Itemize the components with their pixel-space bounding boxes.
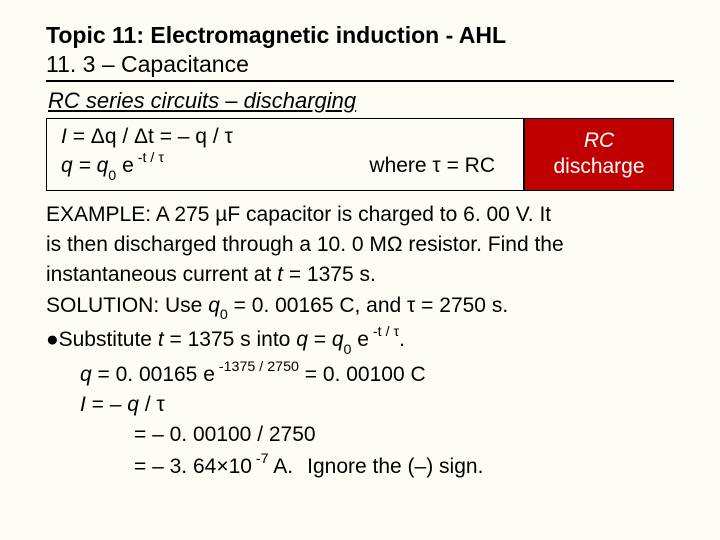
formula-line-1: I = Δq / Δt = – q / τ <box>61 123 513 151</box>
section-heading: RC series circuits – discharging <box>46 88 674 114</box>
page-title: Topic 11: Electromagnetic induction - AH… <box>46 22 674 49</box>
ignore-note: Ignore the (–) sign. <box>307 453 483 481</box>
formula-exp: -t / τ <box>134 150 164 166</box>
rc-discharge-box: RC discharge <box>524 118 674 191</box>
substitute-line: ●Substitute t = 1375 s into q = q0 e -t … <box>46 325 674 357</box>
rc-line1: RC <box>584 128 614 154</box>
calc-line-4: = – 3. 64×10 -7 A. Ignore the (–) sign. <box>46 452 674 481</box>
formula-row: I = Δq / Δt = – q / τ q = q0 e -t / τ wh… <box>46 118 674 191</box>
calc-line-1: q = 0. 00165 e -1375 / 2750 = 0. 00100 C <box>46 360 674 389</box>
formula-q: q = q <box>61 154 108 177</box>
formula-where: where τ = RC <box>369 152 495 180</box>
page-subtitle: 11. 3 – Capacitance <box>46 51 674 82</box>
rc-line2: discharge <box>553 154 644 180</box>
formula-q-sub: 0 <box>108 168 116 184</box>
formula-box: I = Δq / Δt = – q / τ q = q0 e -t / τ wh… <box>46 118 524 191</box>
formula-i: I <box>61 125 67 148</box>
formula-eq1: = Δq / Δt = – q / τ <box>73 125 233 148</box>
example-line-2: is then discharged through a 10. 0 MΩ re… <box>46 231 674 259</box>
calc-line-2: I = – q / τ <box>46 391 674 419</box>
calc-line-3: = – 0. 00100 / 2750 <box>46 421 674 449</box>
formula-e: e <box>116 154 134 177</box>
example-line-3: instantaneous current at t = 1375 s. <box>46 261 674 289</box>
example-body: EXAMPLE: A 275 µF capacitor is charged t… <box>46 201 674 481</box>
formula-line-2: q = q0 e -t / τ where τ = RC <box>61 151 513 183</box>
example-line-1: EXAMPLE: A 275 µF capacitor is charged t… <box>46 201 674 229</box>
solution-line: SOLUTION: Use q0 = 0. 00165 C, and τ = 2… <box>46 292 674 323</box>
